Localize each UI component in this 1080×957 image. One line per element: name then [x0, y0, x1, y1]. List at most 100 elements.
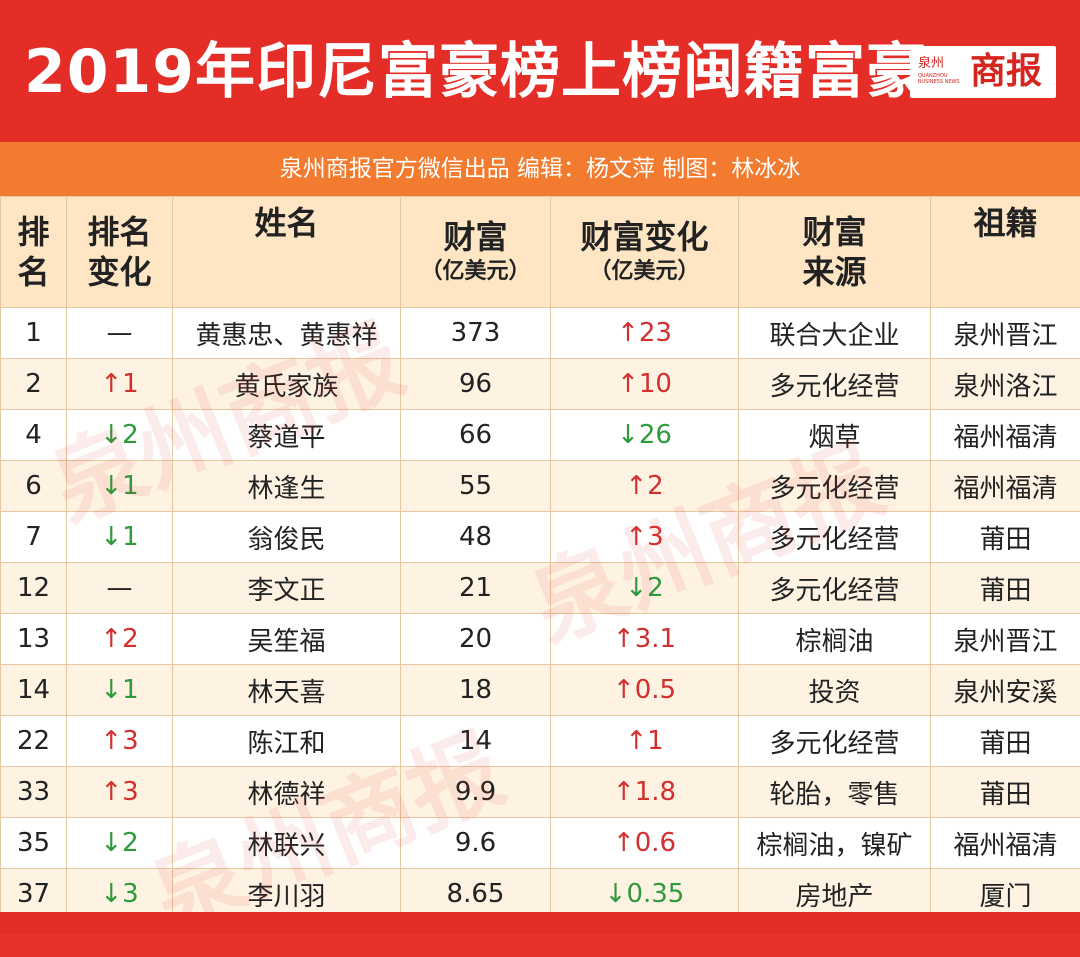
rich-list-table: 排名 排名变化 姓名 财富（亿美元） 财富变化（亿美元） 财富来源 祖籍 1—黄…	[0, 196, 1080, 920]
name-cell: 蔡道平	[173, 410, 401, 461]
col-header-wealth-change: 财富变化（亿美元）	[551, 197, 739, 308]
rank-change-cell: ↑2	[67, 614, 173, 665]
origin-cell: 泉州洛江	[931, 359, 1080, 410]
rank-cell: 14	[1, 665, 67, 716]
name-cell: 林逢生	[173, 461, 401, 512]
wealth-cell: 18	[401, 665, 551, 716]
source-cell: 多元化经营	[739, 512, 931, 563]
wealth-change-cell: ↓2	[551, 563, 739, 614]
wealth-change-cell: ↑0.5	[551, 665, 739, 716]
page-title: 2019年印尼富豪榜上榜闽籍富豪	[24, 22, 927, 122]
wealth-cell: 9.6	[401, 818, 551, 869]
wealth-cell: 48	[401, 512, 551, 563]
logo-brand-text: 商报	[970, 49, 1042, 95]
wealth-change-cell: ↑3.1	[551, 614, 739, 665]
source-cell: 多元化经营	[739, 359, 931, 410]
rank-change-cell: ↓2	[67, 818, 173, 869]
subtitle-bar: 泉州商报官方微信出品 编辑：杨文萍 制图：林冰冰	[0, 142, 1080, 196]
rank-cell: 1	[1, 308, 67, 359]
wealth-change-cell: ↑23	[551, 308, 739, 359]
rank-change-cell: ↑3	[67, 716, 173, 767]
origin-cell: 莆田	[931, 512, 1080, 563]
wealth-cell: 66	[401, 410, 551, 461]
origin-cell: 福州福清	[931, 461, 1080, 512]
rank-change-cell: ↓1	[67, 512, 173, 563]
origin-cell: 莆田	[931, 716, 1080, 767]
source-cell: 轮胎，零售	[739, 767, 931, 818]
col-header-wealth: 财富（亿美元）	[401, 197, 551, 308]
col-header-origin: 祖籍	[931, 197, 1080, 308]
name-cell: 林天喜	[173, 665, 401, 716]
rank-cell: 12	[1, 563, 67, 614]
rank-cell: 33	[1, 767, 67, 818]
subtitle: 泉州商报官方微信出品 编辑：杨文萍 制图：林冰冰	[0, 142, 1080, 196]
title-bar: 2019年印尼富豪榜上榜闽籍富豪 泉州 QUANZHOU BUSINESS NE…	[0, 0, 1080, 142]
name-cell: 翁俊民	[173, 512, 401, 563]
name-cell: 吴笙福	[173, 614, 401, 665]
col-header-rank-change: 排名变化	[67, 197, 173, 308]
rank-cell: 4	[1, 410, 67, 461]
origin-cell: 泉州晋江	[931, 614, 1080, 665]
rank-cell: 6	[1, 461, 67, 512]
rank-cell: 22	[1, 716, 67, 767]
newspaper-logo: 泉州 QUANZHOU BUSINESS NEWS 商报	[910, 46, 1056, 98]
rank-change-cell: ↓2	[67, 410, 173, 461]
origin-cell: 莆田	[931, 767, 1080, 818]
logo-city-text: 泉州	[918, 52, 944, 71]
name-cell: 黄惠忠、黄惠祥	[173, 308, 401, 359]
rank-cell: 35	[1, 818, 67, 869]
source-cell: 投资	[739, 665, 931, 716]
rank-change-cell: —	[67, 563, 173, 614]
name-cell: 李文正	[173, 563, 401, 614]
rank-cell: 7	[1, 512, 67, 563]
wealth-change-cell: ↑10	[551, 359, 739, 410]
rank-change-cell: ↑1	[67, 359, 173, 410]
origin-cell: 泉州晋江	[931, 308, 1080, 359]
name-cell: 林联兴	[173, 818, 401, 869]
wealth-change-cell: ↑1	[551, 716, 739, 767]
rank-cell: 13	[1, 614, 67, 665]
source-cell: 棕榈油，镍矿	[739, 818, 931, 869]
source-cell: 联合大企业	[739, 308, 931, 359]
col-header-name: 姓名	[173, 197, 401, 308]
source-cell: 多元化经营	[739, 563, 931, 614]
name-cell: 林德祥	[173, 767, 401, 818]
wealth-cell: 14	[401, 716, 551, 767]
wealth-change-cell: ↑1.8	[551, 767, 739, 818]
wealth-cell: 20	[401, 614, 551, 665]
bottom-bar	[0, 912, 1080, 934]
rank-change-cell: ↓1	[67, 665, 173, 716]
table-header-row: 排名 排名变化 姓名 财富（亿美元） 财富变化（亿美元） 财富来源 祖籍	[1, 197, 1080, 308]
source-cell: 多元化经营	[739, 461, 931, 512]
wealth-cell: 9.9	[401, 767, 551, 818]
origin-cell: 福州福清	[931, 410, 1080, 461]
rank-change-cell: ↓1	[67, 461, 173, 512]
source-cell: 烟草	[739, 410, 931, 461]
rank-change-cell: —	[67, 308, 173, 359]
logo-english-text: QUANZHOU BUSINESS NEWS	[918, 73, 962, 85]
wealth-cell: 373	[401, 308, 551, 359]
wealth-cell: 55	[401, 461, 551, 512]
rank-change-cell: ↑3	[67, 767, 173, 818]
wealth-cell: 96	[401, 359, 551, 410]
source-cell: 棕榈油	[739, 614, 931, 665]
origin-cell: 莆田	[931, 563, 1080, 614]
wealth-change-cell: ↓26	[551, 410, 739, 461]
col-header-rank: 排名	[1, 197, 67, 308]
origin-cell: 福州福清	[931, 818, 1080, 869]
col-header-source: 财富来源	[739, 197, 931, 308]
wealth-cell: 21	[401, 563, 551, 614]
rank-cell: 2	[1, 359, 67, 410]
name-cell: 陈江和	[173, 716, 401, 767]
